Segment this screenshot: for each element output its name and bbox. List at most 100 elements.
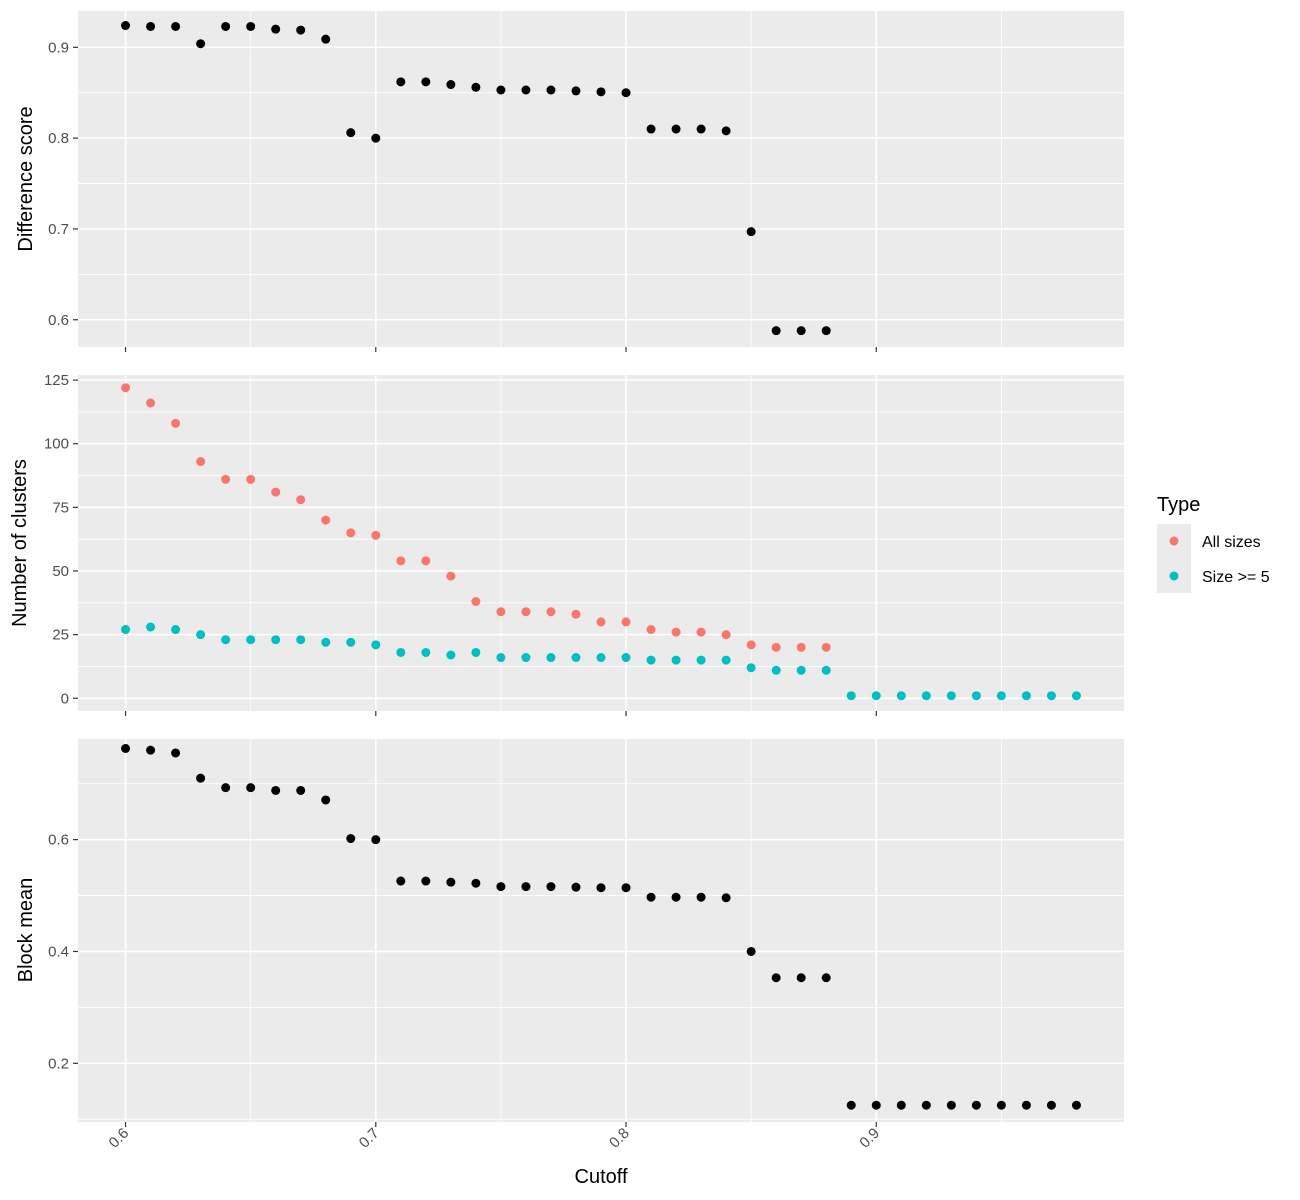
data-point: [696, 627, 706, 637]
y-tick-label-50: 50: [52, 563, 69, 580]
data-point: [496, 607, 506, 617]
data-point: [321, 795, 331, 805]
data-point: [146, 745, 156, 755]
data-point: [221, 635, 231, 645]
data-point: [621, 617, 631, 627]
data-point: [621, 88, 631, 98]
data-point: [471, 597, 481, 607]
data-point: [596, 653, 606, 663]
data-point: [571, 653, 581, 663]
data-point: [346, 834, 356, 844]
data-point: [671, 655, 681, 665]
legend-key-all-sizes: [1169, 536, 1179, 546]
data-point: [446, 571, 456, 581]
data-point: [371, 835, 381, 845]
data-point: [346, 528, 356, 538]
data-point: [446, 650, 456, 660]
data-point: [846, 1100, 856, 1110]
data-point: [271, 487, 281, 497]
data-point: [271, 24, 281, 34]
data-point: [296, 635, 306, 645]
data-point: [396, 77, 406, 87]
data-point: [171, 748, 181, 758]
data-point: [846, 691, 856, 701]
legend-label-size-ge-5: Size >= 5: [1202, 569, 1270, 586]
data-point: [146, 21, 156, 31]
data-point: [771, 665, 781, 675]
data-point: [721, 655, 731, 665]
data-point: [921, 691, 931, 701]
data-point: [496, 85, 506, 95]
data-point: [696, 124, 706, 134]
data-point: [421, 647, 431, 657]
data-point: [646, 655, 656, 665]
data-point: [196, 39, 206, 49]
data-point: [321, 637, 331, 647]
data-point: [421, 876, 431, 886]
data-point: [1046, 1100, 1056, 1110]
data-point: [696, 655, 706, 665]
data-point: [821, 973, 831, 983]
data-point: [546, 653, 556, 663]
data-point: [996, 1100, 1006, 1110]
data-point: [821, 326, 831, 336]
data-point: [796, 973, 806, 983]
data-point: [921, 1100, 931, 1110]
data-point: [1021, 691, 1031, 701]
data-point: [546, 607, 556, 617]
y-tick-label-0-4: 0.4: [48, 943, 69, 960]
data-point: [896, 691, 906, 701]
data-point: [671, 627, 681, 637]
grid-layer: [78, 11, 1124, 1122]
panel-background: [78, 11, 1124, 347]
data-point: [946, 691, 956, 701]
data-point: [646, 124, 656, 134]
axes-layer: 0.6 0.7 0.8 0.9 0 25 50 75 100 125 0.2 0.4 0.6 0.6 0.7…: [44, 39, 883, 1151]
data-point: [271, 785, 281, 795]
data-point: [321, 515, 331, 525]
data-point: [121, 744, 131, 754]
data-point: [521, 85, 531, 95]
data-point: [471, 878, 481, 888]
data-point: [196, 457, 206, 467]
x-axis-title-cutoff: Cutoff: [575, 1166, 628, 1188]
data-point: [196, 773, 206, 783]
data-point: [771, 642, 781, 652]
y-tick-label-0-2: 0.2: [48, 1055, 69, 1072]
legend-title: Type: [1157, 494, 1200, 516]
data-point: [571, 882, 581, 892]
data-point: [546, 85, 556, 95]
data-point: [471, 82, 481, 92]
legend-key-size-ge-5: [1169, 571, 1179, 581]
data-point: [121, 625, 131, 635]
data-point: [246, 783, 256, 793]
data-point: [571, 609, 581, 619]
data-point: [421, 556, 431, 566]
data-point: [471, 647, 481, 657]
data-point: [896, 1100, 906, 1110]
data-point: [296, 25, 306, 35]
panel-background: [78, 739, 1124, 1122]
panels-layer: [78, 11, 1124, 1122]
data-point: [746, 663, 756, 673]
data-point: [621, 883, 631, 893]
data-point: [221, 21, 231, 31]
data-point: [821, 642, 831, 652]
data-point: [1071, 1100, 1081, 1110]
y-tick-label-0-7: 0.7: [48, 221, 69, 238]
data-point: [946, 1100, 956, 1110]
data-point: [546, 882, 556, 892]
data-point: [171, 625, 181, 635]
data-point: [346, 128, 356, 138]
data-point: [971, 691, 981, 701]
legend-key-background: [1157, 524, 1191, 593]
y-tick-label-100: 100: [44, 436, 69, 453]
data-point: [496, 882, 506, 892]
data-point: [371, 640, 381, 650]
data-point: [721, 126, 731, 136]
data-point: [746, 946, 756, 956]
data-point: [721, 630, 731, 640]
data-point: [871, 1100, 881, 1110]
data-point: [171, 21, 181, 31]
data-point: [196, 630, 206, 640]
